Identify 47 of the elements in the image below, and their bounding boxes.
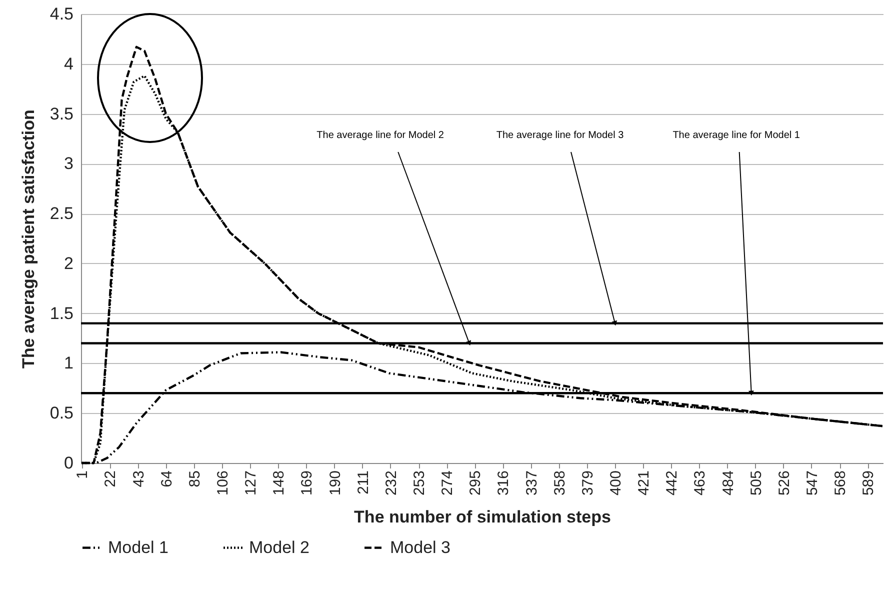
y-tick-label: 2	[64, 254, 74, 273]
x-axis-title: The number of simulation steps	[354, 508, 611, 527]
annotation: The average line for Model 1	[672, 130, 800, 141]
y-tick-label: 4	[64, 54, 74, 74]
x-tick-label: 274	[439, 470, 456, 496]
x-tick-label: 169	[298, 470, 316, 496]
y-tick-label: 3.5	[50, 104, 74, 124]
x-tick-label: 211	[354, 470, 372, 494]
x-tick-label: 1	[74, 470, 92, 479]
y-tick-label: 1	[64, 354, 74, 373]
x-tick-label: 337	[523, 470, 540, 496]
x-tick-label: 22	[102, 470, 120, 488]
y-tick-label: 3	[64, 154, 74, 174]
y-tick-label: 2.5	[50, 204, 74, 224]
x-tick-label: 421	[636, 470, 653, 496]
x-tick-label: 85	[186, 470, 204, 488]
x-tick-label: 295	[467, 470, 484, 496]
x-tick-label: 148	[270, 470, 288, 496]
x-tick-label: 547	[804, 470, 821, 496]
x-tick-label: 442	[664, 470, 681, 496]
x-tick-label: 232	[382, 470, 400, 496]
y-tick-label: 0.5	[50, 404, 74, 423]
x-tick-label: 568	[832, 470, 850, 496]
y-tick-label: 4.5	[50, 4, 74, 24]
x-tick-label: 316	[495, 470, 512, 496]
x-tick-label: 589	[860, 470, 878, 496]
x-tick-label: 400	[608, 470, 624, 496]
x-tick-label: 379	[579, 470, 596, 496]
annotation: The average line for Model 2	[316, 130, 444, 141]
x-tick-label: 106	[214, 470, 232, 496]
x-tick-label: 505	[748, 470, 765, 496]
legend-label: Model 1	[108, 538, 168, 557]
annotation: The average line for Model 3	[496, 130, 624, 141]
legend-label: Model 3	[390, 538, 450, 557]
x-tick-label: 190	[326, 470, 344, 496]
x-tick-label: 253	[411, 470, 428, 496]
x-tick-label: 43	[130, 470, 148, 488]
y-tick-label: 1.5	[50, 304, 74, 323]
x-tick-label: 64	[158, 470, 176, 488]
legend-label: Model 2	[249, 538, 310, 557]
x-tick-label: 127	[242, 470, 260, 496]
x-tick-label: 358	[551, 470, 568, 496]
x-tick-label: 463	[692, 470, 709, 496]
x-tick-label: 484	[720, 470, 737, 496]
y-axis-title: The average patient satisfaction	[18, 110, 38, 368]
x-tick-label: 526	[776, 470, 793, 496]
y-tick-label: 0	[64, 454, 74, 472]
